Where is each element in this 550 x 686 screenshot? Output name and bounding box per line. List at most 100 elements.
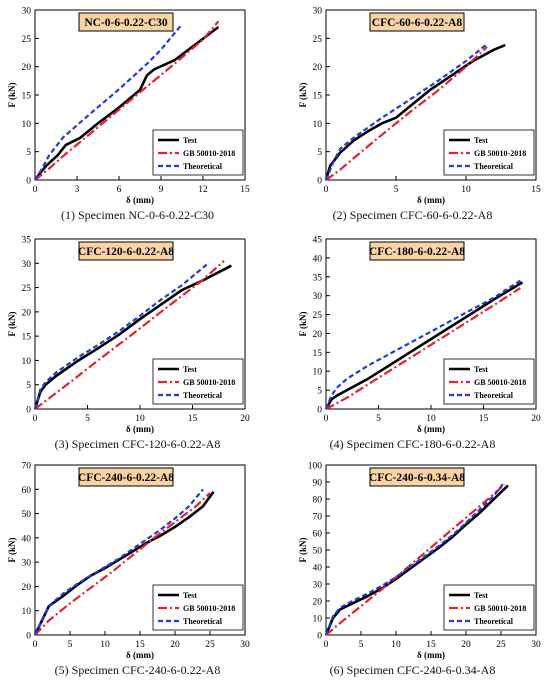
y-tick-label: 15 — [22, 92, 32, 102]
x-tick-label: 5 — [359, 640, 364, 650]
x-tick-label: 0 — [33, 185, 38, 195]
y-tick-label: 0 — [317, 406, 322, 416]
chart-panel-6: 0 5 10 15 20 25 30 0 10 20 30 40 50 60 70 80 90 100 δ (mm)… — [298, 462, 541, 661]
series-line-gb-50010-2018 — [34, 20, 220, 181]
x-axis-label: δ (mm) — [126, 650, 154, 660]
y-tick-label: 80 — [313, 496, 323, 506]
y-axis-label: F (kN) — [7, 83, 17, 108]
x-tick-label: 10 — [100, 640, 110, 650]
title-box — [369, 12, 465, 32]
title-box — [78, 467, 174, 487]
series-line-gb-50010-2018 — [325, 287, 521, 410]
x-tick-label: 0 — [33, 640, 38, 650]
y-tick-label: 20 — [22, 583, 32, 593]
y-tick-label: 30 — [313, 292, 323, 302]
y-tick-label: 0 — [317, 632, 322, 642]
legend-box — [443, 358, 535, 405]
y-tick-label: 10 — [313, 120, 323, 130]
x-tick-label: 15 — [531, 185, 541, 195]
title-box — [78, 12, 174, 32]
x-tick-label: 15 — [479, 414, 489, 424]
chart-title: CFC-240-6-0.22-A8 — [78, 472, 174, 484]
figure-caption: (3) Specimen CFC-120-6-0.22-A8 — [54, 437, 221, 451]
x-axis-label: δ (mm) — [126, 424, 154, 434]
y-tick-label: 20 — [313, 598, 323, 608]
y-tick-label: 10 — [313, 615, 323, 625]
y-axis-label: F (kN) — [298, 312, 308, 337]
x-tick-label: 5 — [85, 414, 90, 424]
x-tick-label: 0 — [324, 185, 329, 195]
legend-label: Theoretical — [183, 162, 223, 171]
y-tick-label: 70 — [22, 462, 32, 472]
x-tick-label: 20 — [170, 640, 180, 650]
y-axis-label: F (kN) — [7, 538, 17, 563]
y-tick-label: 60 — [313, 530, 323, 540]
y-tick-label: 25 — [22, 284, 32, 294]
y-tick-label: 15 — [313, 349, 323, 359]
chart-title: CFC-180-6-0.22-A8 — [369, 246, 465, 258]
y-axis-label: F (kN) — [7, 312, 17, 337]
y-tick-label: 30 — [22, 260, 32, 270]
x-tick-label: 10 — [461, 185, 471, 195]
x-tick-label: 20 — [461, 640, 471, 650]
legend-label: Test — [183, 591, 197, 600]
x-axis-label: δ (mm) — [417, 424, 445, 434]
x-tick-label: 15 — [426, 640, 436, 650]
legend-label: GB 50010-2018 — [474, 378, 526, 387]
series-line-test — [33, 25, 220, 181]
y-tick-label: 0 — [26, 406, 31, 416]
y-axis-label: F (kN) — [298, 83, 308, 108]
legend-box — [443, 584, 535, 631]
x-tick-label: 5 — [68, 640, 73, 650]
figure-caption: (4) Specimen CFC-180-6-0.22-A8 — [329, 437, 496, 451]
x-axis-label: δ (mm) — [417, 195, 445, 205]
figure-caption: (5) Specimen CFC-240-6-0.22-A8 — [54, 663, 221, 677]
legend-box — [152, 129, 244, 176]
chart-title: CFC-60-6-0.22-A8 — [372, 17, 463, 29]
x-tick-label: 15 — [240, 185, 250, 195]
chart-panel-5: 0 5 10 15 20 25 30 0 10 20 30 40 50 60 70 δ (mm) F (kN) C… — [7, 462, 250, 661]
legend-label: GB 50010-2018 — [474, 149, 526, 158]
x-tick-label: 10 — [135, 414, 145, 424]
legend-label: GB 50010-2018 — [183, 604, 235, 613]
y-tick-label: 25 — [313, 35, 323, 45]
series-line-theoretical — [324, 279, 521, 410]
series-line-theoretical — [33, 262, 210, 410]
x-tick-label: 3 — [75, 185, 80, 195]
y-tick-label: 35 — [313, 273, 323, 283]
chart-panel-1: 0 3 6 9 12 15 0 5 10 15 20 25 30 δ (mm) F (kN) NC-0-6-0… — [7, 7, 250, 206]
y-tick-label: 5 — [317, 148, 322, 158]
x-tick-label: 20 — [240, 414, 250, 424]
legend-label: Theoretical — [183, 617, 223, 626]
series-line-theoretical — [34, 488, 204, 636]
y-axis-label: F (kN) — [298, 538, 308, 563]
y-tick-label: 30 — [22, 7, 32, 17]
x-tick-label: 0 — [33, 414, 38, 424]
legend-label: Theoretical — [474, 391, 514, 400]
y-tick-label: 60 — [22, 486, 32, 496]
legend-box — [443, 129, 535, 176]
figure-caption: (1) Specimen NC-0-6-0.22-C30 — [61, 208, 214, 222]
legend-label: Test — [183, 136, 197, 145]
y-tick-label: 20 — [22, 63, 32, 73]
chart-title: CFC-240-6-0.34-A8 — [369, 472, 465, 484]
y-tick-label: 20 — [22, 308, 32, 318]
y-tick-label: 40 — [313, 254, 323, 264]
legend-label: Theoretical — [183, 391, 223, 400]
x-tick-label: 5 — [376, 414, 381, 424]
y-tick-label: 100 — [308, 462, 323, 472]
y-tick-label: 5 — [317, 387, 322, 397]
x-tick-label: 10 — [391, 640, 401, 650]
y-tick-label: 50 — [313, 547, 323, 557]
legend-box — [152, 584, 244, 631]
title-box — [369, 467, 465, 487]
y-tick-label: 30 — [313, 581, 323, 591]
y-tick-label: 40 — [22, 534, 32, 544]
x-axis-label: δ (mm) — [126, 195, 154, 205]
chart-panel-3: 0 5 10 15 20 0 5 10 15 20 25 30 35 δ (mm) F (kN) CFC-12… — [7, 236, 250, 435]
x-tick-label: 20 — [531, 414, 541, 424]
series-line-gb-50010-2018 — [34, 260, 225, 410]
series-line-gb-50010-2018 — [34, 492, 211, 636]
x-tick-label: 6 — [117, 185, 122, 195]
title-box — [78, 241, 174, 261]
